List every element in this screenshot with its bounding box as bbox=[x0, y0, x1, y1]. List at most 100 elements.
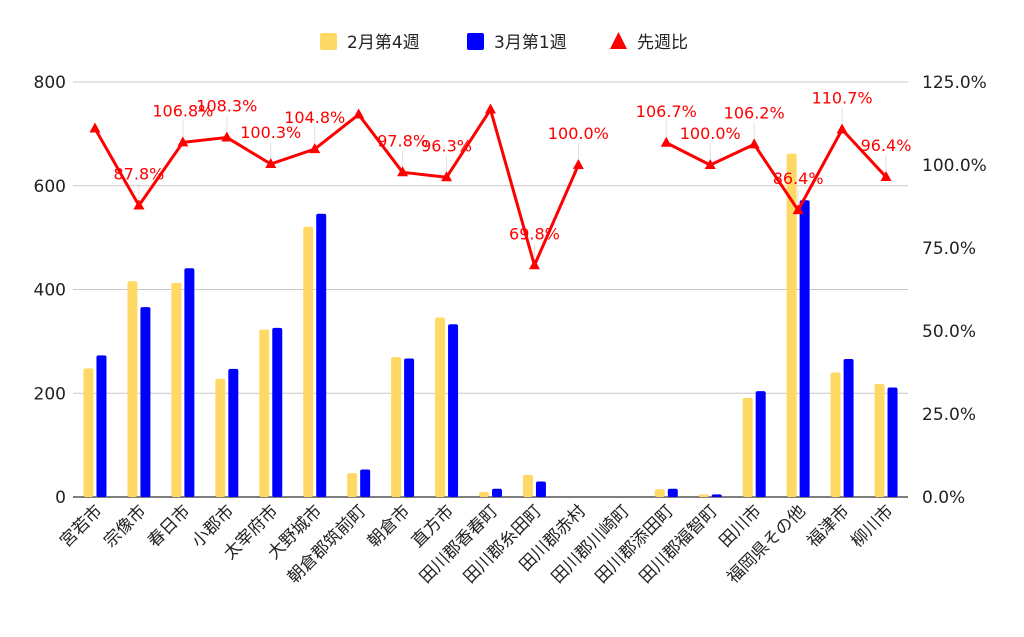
bar-3月第1週 bbox=[492, 488, 502, 497]
x-tick-label: 朝倉市 bbox=[364, 501, 414, 551]
bar-3月第1週 bbox=[448, 324, 459, 497]
y-axis-right: 0.0% 25.0% 50.0% 75.0% 100.0% 125.0% bbox=[922, 73, 987, 508]
bar-3月第1週 bbox=[755, 391, 766, 497]
bar-2月第4週 bbox=[347, 473, 358, 497]
x-tick-label: 宗像市 bbox=[100, 501, 150, 551]
point-先週比 bbox=[792, 204, 804, 215]
bar-3月第1週 bbox=[887, 387, 898, 497]
point-先週比 bbox=[880, 170, 892, 181]
bar-2月第4週 bbox=[830, 372, 841, 497]
legend-label: 先週比 bbox=[637, 33, 688, 53]
data-label: 97.8% bbox=[377, 131, 428, 150]
y-left-tick-label: 800 bbox=[34, 73, 66, 93]
y-left-tick-label: 600 bbox=[34, 177, 66, 197]
bar-3月第1週 bbox=[535, 481, 546, 497]
bar-3月第1週 bbox=[799, 200, 810, 497]
bar-3月第1週 bbox=[228, 368, 239, 497]
legend-label: 3月第1週 bbox=[494, 33, 567, 53]
data-label: 86.4% bbox=[773, 169, 824, 188]
grid-lines bbox=[73, 81, 908, 498]
bar-3月第1週 bbox=[96, 355, 107, 497]
bar-3月第1週 bbox=[360, 469, 371, 497]
bar-2月第4週 bbox=[742, 397, 753, 497]
bar-3月第1週 bbox=[184, 268, 195, 497]
bar-3月第1週 bbox=[404, 358, 415, 497]
line-series: 87.8% 106.8%108.3% 100.3%104.8% 97.8%96.3% 6… bbox=[89, 88, 911, 270]
data-label: 104.8% bbox=[284, 108, 345, 127]
bar-2月第4週 bbox=[479, 491, 489, 497]
data-label: 106.2% bbox=[724, 103, 785, 122]
line-先週比 bbox=[93, 108, 580, 267]
point-先週比 bbox=[353, 108, 365, 119]
data-label: 110.7% bbox=[812, 88, 873, 107]
point-先週比 bbox=[89, 122, 101, 133]
point-先週比 bbox=[528, 259, 540, 270]
y-left-tick-label: 200 bbox=[34, 384, 66, 404]
bar-2月第4週 bbox=[874, 383, 885, 497]
point-先週比 bbox=[221, 131, 233, 142]
y-right-tick-label: 25.0% bbox=[922, 405, 976, 425]
y-left-tick-label: 0 bbox=[55, 488, 66, 508]
point-先週比 bbox=[177, 136, 189, 147]
legend-item[interactable]: 先週比 bbox=[610, 32, 688, 53]
point-先週比 bbox=[309, 143, 321, 154]
bar-3月第1週 bbox=[140, 307, 151, 497]
point-先週比 bbox=[133, 199, 145, 210]
legend-swatch bbox=[320, 33, 337, 50]
bar-2月第4週 bbox=[171, 282, 182, 497]
x-tick-label: 福津市 bbox=[803, 501, 853, 551]
point-先週比 bbox=[485, 103, 496, 114]
data-label: 87.8% bbox=[114, 165, 165, 184]
data-label: 69.8% bbox=[509, 224, 560, 243]
bar-2月第4週 bbox=[303, 226, 314, 497]
data-label: 100.0% bbox=[548, 124, 609, 143]
point-先週比 bbox=[748, 138, 760, 149]
y-right-tick-label: 50.0% bbox=[922, 322, 976, 342]
data-label: 106.7% bbox=[636, 102, 697, 121]
y-axis-left: 0 200 400 600 800 bbox=[34, 73, 66, 508]
bar-2月第4週 bbox=[215, 378, 226, 497]
bar-2月第4週 bbox=[786, 153, 797, 497]
point-先週比 bbox=[441, 171, 453, 182]
data-label: 96.3% bbox=[421, 136, 472, 155]
legend-swatch bbox=[467, 33, 484, 50]
point-先週比 bbox=[265, 158, 277, 169]
x-tick-label: 柳川市 bbox=[847, 501, 897, 551]
bar-3月第1週 bbox=[843, 359, 854, 497]
y-right-tick-label: 100.0% bbox=[922, 156, 987, 176]
x-axis-labels: 宮若市宗像市春日市小郡市太宰府市大野城市朝倉郡筑前町朝倉市直方市田川郡香春町田川… bbox=[56, 501, 897, 587]
bar-2月第4週 bbox=[259, 329, 270, 497]
y-right-tick-label: 125.0% bbox=[922, 73, 987, 93]
bar-3月第1週 bbox=[316, 213, 327, 497]
point-先週比 bbox=[660, 136, 672, 147]
bar-2月第4週 bbox=[127, 281, 138, 497]
bar-series bbox=[83, 153, 898, 497]
y-right-tick-label: 75.0% bbox=[922, 239, 976, 259]
bar-2月第4週 bbox=[435, 317, 446, 497]
bar-2月第4週 bbox=[391, 356, 402, 497]
bar-3月第1週 bbox=[272, 327, 283, 497]
legend-label: 2月第4週 bbox=[347, 33, 420, 53]
y-right-tick-label: 0.0% bbox=[922, 488, 965, 508]
legend-item[interactable]: 3月第1週 bbox=[467, 33, 567, 53]
bar-2月第4週 bbox=[522, 474, 533, 497]
point-先週比 bbox=[704, 159, 716, 169]
legend[interactable]: 2月第4週 3月第1週 先週比 bbox=[320, 32, 688, 53]
legend-swatch bbox=[610, 32, 627, 49]
legend-item[interactable]: 2月第4週 bbox=[320, 33, 420, 53]
bar-3月第1週 bbox=[711, 494, 722, 497]
bar-3月第1週 bbox=[667, 488, 678, 497]
point-先週比 bbox=[572, 159, 584, 169]
data-label: 106.8% bbox=[152, 101, 213, 120]
x-tick-label: 春日市 bbox=[144, 501, 194, 551]
y-left-tick-label: 400 bbox=[34, 281, 66, 301]
data-label: 100.0% bbox=[680, 124, 741, 143]
bar-2月第4週 bbox=[83, 368, 94, 497]
line-先週比 bbox=[665, 127, 888, 212]
data-label: 108.3% bbox=[196, 96, 257, 115]
bar-2月第4週 bbox=[654, 489, 665, 497]
point-先週比 bbox=[836, 123, 848, 134]
x-tick-label: 宮若市 bbox=[56, 501, 106, 551]
